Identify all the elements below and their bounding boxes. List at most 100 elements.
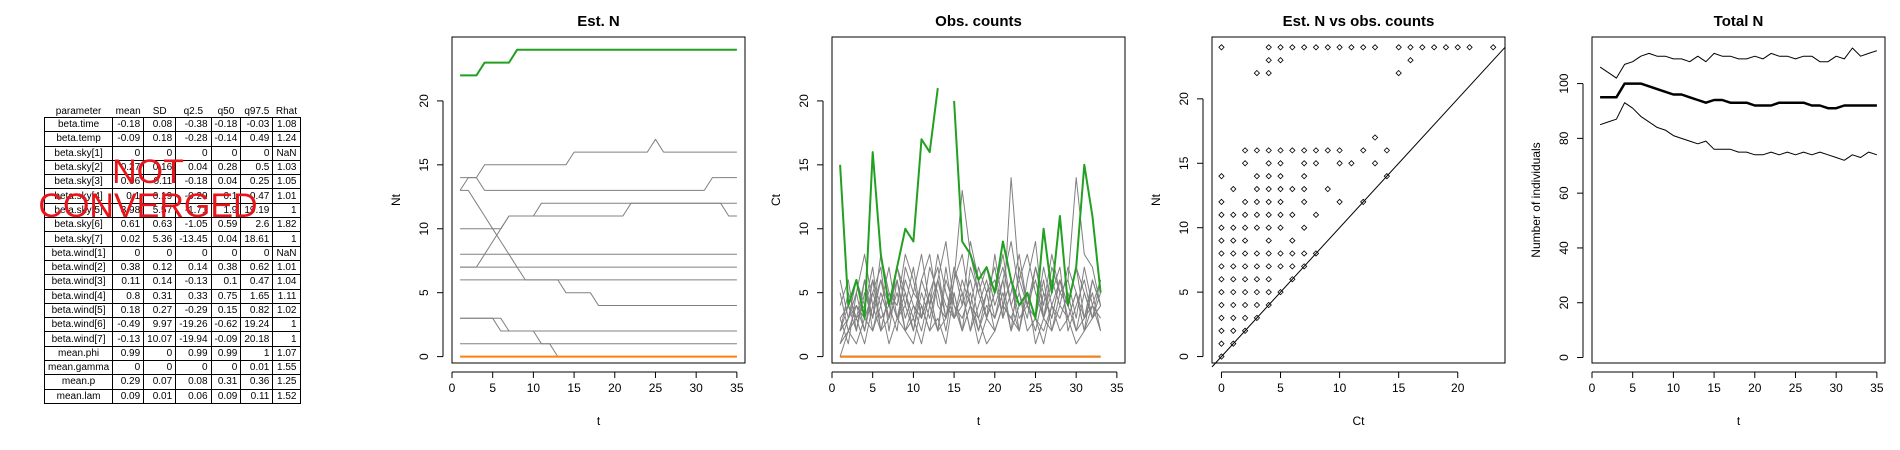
series-line	[1600, 82, 1877, 110]
x-tick-label: 10	[1333, 381, 1347, 395]
table-row: beta.sky[4] 0.1 0.19 -0.29 0.1 0.47 1.01	[43, 188, 301, 204]
series-line	[460, 202, 737, 230]
table-cell: 0.09	[210, 388, 242, 404]
y-axis-label: Nt	[389, 193, 403, 206]
x-tick-label: 15	[947, 381, 961, 395]
table-cell: NaN	[272, 145, 301, 161]
data-point	[1289, 263, 1296, 270]
data-point	[1265, 288, 1272, 296]
data-point	[1230, 185, 1237, 193]
identity-line	[1211, 46, 1506, 368]
table-header-row: parameter mean SD q2.5 q50 q97.5 Rhat	[45, 105, 301, 118]
data-point	[1300, 160, 1308, 167]
plot-frame	[831, 36, 1126, 364]
table-cell: 0	[175, 145, 212, 161]
data-point	[1324, 147, 1331, 154]
data-point	[1218, 198, 1225, 206]
table-header-cell: q50	[217, 105, 235, 117]
data-point	[1218, 44, 1225, 51]
data-point	[1218, 237, 1225, 244]
data-point	[1371, 134, 1379, 141]
y-tick-label: 0	[417, 353, 431, 360]
x-tick-label: 10	[1667, 381, 1681, 395]
table-row: beta.sky[1] 0 0 0 0 0 NaN	[43, 145, 301, 161]
data-point	[1265, 198, 1272, 206]
data-point	[1490, 44, 1497, 51]
data-point	[1253, 288, 1261, 296]
table-cell: 0	[112, 145, 145, 161]
series-line	[460, 317, 737, 332]
plot-frame	[451, 36, 746, 364]
table-cell: 19.19	[240, 202, 274, 219]
chart-title: Total N	[1714, 13, 1764, 30]
data-point	[1312, 211, 1320, 218]
data-point	[1336, 198, 1343, 206]
data-point	[1265, 185, 1272, 193]
y-axis-label: Number of individuals	[1529, 142, 1543, 257]
data-point	[1277, 172, 1284, 180]
x-tick-label: 10	[907, 381, 921, 395]
chart-panel-2: Obs. counts 0 5 10 15 20 25 30 35 t 0 5 10 15 20 Ct	[769, 13, 1126, 428]
y-tick-label: 60	[1557, 186, 1571, 200]
x-tick-label: 15	[1392, 381, 1406, 395]
table-row: mean.gamma 0 0 0 0 0.01 1.55	[43, 360, 301, 376]
series-line	[459, 177, 737, 191]
data-point	[1289, 147, 1296, 154]
x-tick-label: 30	[1829, 381, 1843, 395]
series-line	[839, 241, 1102, 332]
table-cell: 0.61	[112, 217, 145, 233]
data-point	[1230, 301, 1237, 309]
series-line	[1599, 47, 1878, 79]
table-cell: beta.sky[2]	[43, 159, 114, 176]
data-point	[1336, 147, 1343, 154]
table-cell: 1.05	[272, 174, 301, 190]
data-point	[1289, 237, 1296, 244]
data-point	[1289, 211, 1296, 218]
table-header-cell: q97.5	[244, 105, 270, 117]
y-tick-label: 5	[797, 289, 811, 296]
table-cell: 0.5	[240, 159, 274, 176]
y-axis-label: Nt	[1149, 193, 1163, 206]
data-point	[1218, 263, 1225, 270]
x-axis-label: t	[977, 414, 981, 428]
table-cell: 2.6	[240, 217, 274, 233]
data-point	[1265, 44, 1272, 51]
table-cell: 1	[272, 202, 301, 219]
x-tick-label: 0	[829, 381, 836, 395]
y-tick-label: 20	[1557, 296, 1571, 310]
x-tick-label: 20	[1748, 381, 1762, 395]
data-point	[1454, 44, 1461, 51]
table-cell: 0.59	[210, 217, 242, 233]
data-point	[1253, 185, 1261, 193]
data-point	[1230, 314, 1237, 322]
x-tick-label: 30	[689, 381, 703, 395]
x-tick-label: 15	[1707, 381, 1721, 395]
data-point	[1442, 44, 1450, 51]
y-tick-label: 15	[1177, 156, 1191, 170]
data-point	[1241, 224, 1249, 231]
data-point	[1218, 211, 1225, 218]
chart-panel-4: Total N 0 5 10 15 20 25 30 35 t 0 20 40 60 80 100 Number…	[1529, 13, 1886, 428]
data-point	[1230, 250, 1237, 257]
data-point	[1230, 327, 1237, 334]
data-point	[1360, 198, 1367, 206]
parameter-summary-table: parameter mean SD q2.5 q50 q97.5 Rhat beta.tim…	[43, 105, 301, 405]
data-point	[1300, 250, 1308, 257]
table-row: beta.sky[7] 0.02 5.36 -13.45 0.04 18.61 1	[43, 231, 301, 247]
y-axis-label: Ct	[769, 193, 783, 206]
data-point	[1241, 147, 1249, 154]
y-tick-label: 10	[417, 222, 431, 236]
data-point	[1265, 147, 1272, 154]
data-point	[1277, 147, 1284, 154]
table-cell: 1.01	[272, 188, 301, 204]
table-cell: 0.19	[143, 188, 177, 204]
x-tick-label: 0	[449, 381, 456, 395]
x-tick-label: 15	[567, 381, 581, 395]
data-point	[1265, 160, 1272, 167]
x-tick-label: 30	[1069, 381, 1083, 395]
x-tick-label: 25	[1029, 381, 1043, 395]
x-tick-label: 5	[1629, 381, 1636, 395]
table-row: mean.lam 0.09 0.01 0.06 0.09 0.11 1.52	[43, 388, 301, 404]
data-point	[1230, 263, 1237, 270]
